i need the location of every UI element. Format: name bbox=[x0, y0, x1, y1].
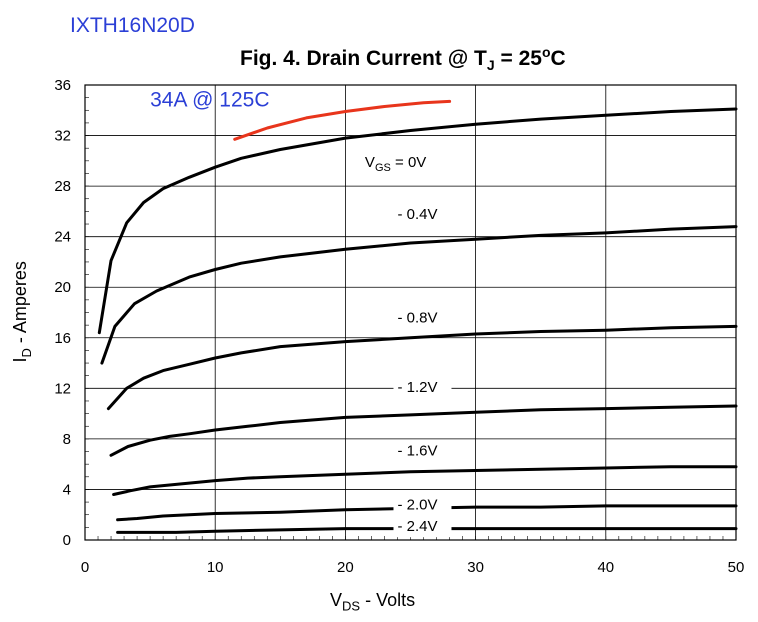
series-label: - 2.4V bbox=[397, 518, 437, 535]
series-line bbox=[112, 465, 738, 496]
y-tick-label: 36 bbox=[54, 77, 71, 94]
series-label: - 1.6V bbox=[397, 442, 437, 459]
xlabel-prefix: V bbox=[330, 590, 343, 610]
x-tick-label: 30 bbox=[467, 559, 484, 576]
x-tick-label: 10 bbox=[207, 559, 224, 576]
series-line bbox=[100, 225, 738, 365]
series-label-bg bbox=[393, 307, 452, 329]
x-tick-label: 0 bbox=[81, 559, 89, 576]
title-suffix: = 25 bbox=[494, 47, 542, 70]
series-label-bg bbox=[393, 203, 452, 225]
series-label-bg bbox=[393, 494, 452, 516]
series-line bbox=[106, 324, 738, 411]
x-tick-label: 40 bbox=[597, 559, 614, 576]
series-line bbox=[116, 504, 738, 522]
series-label-bg bbox=[393, 516, 452, 538]
title-prefix: Fig. 4. Drain Current @ T bbox=[240, 47, 487, 70]
chart-title: Fig. 4. Drain Current @ TJ = 25oC bbox=[240, 44, 566, 73]
series-label: - 1.2V bbox=[397, 379, 437, 396]
series-label: - 0.8V bbox=[397, 310, 437, 327]
series-label: - 2.0V bbox=[397, 497, 437, 514]
plot-frame bbox=[84, 84, 737, 541]
xlabel-subscript: DS bbox=[342, 598, 361, 614]
annotation-label: 34A @ 125C bbox=[150, 88, 269, 111]
series-line bbox=[109, 404, 738, 457]
x-tick-label: 20 bbox=[337, 559, 354, 576]
series-label-bg bbox=[360, 152, 453, 174]
title-unit: C bbox=[550, 47, 566, 70]
y-tick-label: 4 bbox=[63, 481, 71, 498]
y-tick-label: 24 bbox=[54, 229, 71, 246]
x-tick-label: 50 bbox=[728, 559, 745, 576]
x-axis-label: VDS - Volts bbox=[330, 590, 415, 614]
series-label-bg bbox=[393, 377, 452, 399]
series-line bbox=[116, 527, 738, 534]
y-tick-label: 28 bbox=[54, 178, 71, 195]
series-label-bg bbox=[393, 440, 452, 462]
y-tick-label: 12 bbox=[54, 380, 71, 397]
xlabel-suffix: - Volts bbox=[360, 590, 416, 610]
y-tick-label: 20 bbox=[54, 279, 71, 296]
title-subscript: J bbox=[486, 57, 495, 74]
title-degree: o bbox=[541, 44, 551, 60]
y-tick-label: 0 bbox=[63, 532, 71, 549]
y-tick-label: 32 bbox=[54, 128, 71, 145]
y-tick-label: 16 bbox=[54, 330, 71, 347]
series-label: - 0.4V bbox=[397, 206, 437, 223]
y-tick-label: 8 bbox=[63, 431, 71, 448]
series-label: VGS = 0V bbox=[365, 154, 426, 174]
series-line bbox=[97, 107, 738, 335]
series-line bbox=[233, 99, 452, 141]
part-number-label: IXTH16N20D bbox=[70, 14, 195, 37]
